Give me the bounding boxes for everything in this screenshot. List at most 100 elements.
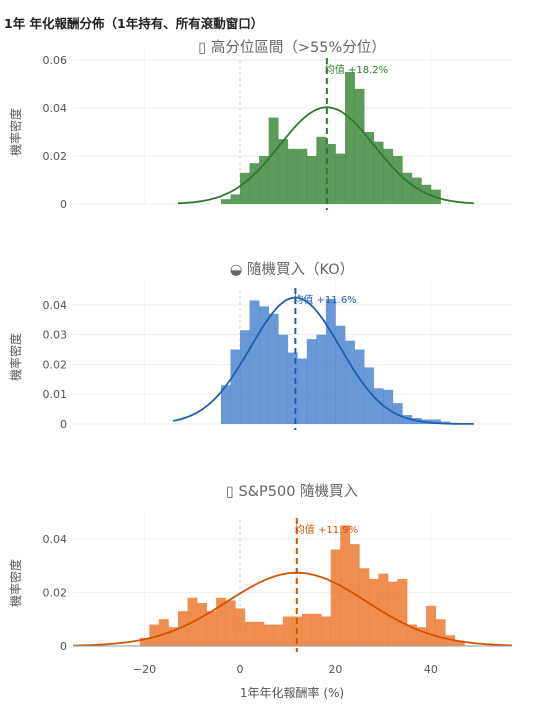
histogram-bar	[402, 172, 413, 204]
histogram-bar	[407, 624, 417, 646]
x-tick-label: −20	[133, 663, 156, 676]
histogram-bar	[397, 578, 408, 646]
histogram-bar	[364, 132, 375, 204]
histogram-bar	[206, 611, 217, 646]
histogram-bar	[168, 627, 179, 646]
normal-fit-curve	[72, 571, 513, 647]
histogram-bar	[373, 388, 384, 424]
histogram-bar	[387, 581, 398, 646]
x-tick-label: 0	[237, 663, 244, 676]
histogram-bar	[220, 199, 231, 204]
histogram-bar	[364, 367, 375, 424]
histogram-bar	[354, 88, 365, 204]
histogram-bar	[235, 608, 246, 646]
histogram-bar	[402, 415, 413, 424]
panel-title: ◒ 隨機買入（KO）	[230, 261, 354, 278]
histogram-bar	[139, 637, 150, 646]
y-axis-label: 機率密度	[8, 559, 23, 607]
histogram-bar	[216, 597, 227, 646]
histogram-bar	[278, 139, 289, 204]
histogram-bar	[392, 156, 403, 204]
histogram-bar	[220, 385, 231, 424]
histogram-bar	[383, 148, 394, 204]
histogram-bar	[383, 389, 394, 424]
normal-fit-curve	[177, 106, 474, 205]
histogram-bar	[278, 334, 289, 424]
y-tick-label: 0.03	[43, 329, 68, 342]
histogram-bar	[430, 419, 441, 424]
histogram-bar	[378, 573, 389, 646]
y-axis-label: 機率密度	[8, 333, 23, 381]
y-tick-label: 0.06	[43, 54, 68, 67]
panel-title: ▯ 高分位區間（>55%分位）	[198, 39, 385, 56]
y-tick-label: 0	[60, 198, 67, 211]
histogram-bar	[335, 153, 346, 204]
histogram-bar	[316, 334, 327, 424]
histogram-bar	[416, 627, 427, 646]
histogram-bar	[359, 568, 370, 646]
y-tick-label: 0	[60, 418, 67, 431]
y-tick-label: 0	[60, 640, 67, 653]
x-tick-label: 40	[424, 663, 438, 676]
histogram-bar	[325, 144, 336, 204]
histogram-bar	[149, 624, 160, 646]
y-tick-label: 0.04	[43, 299, 68, 312]
mean-label: 均值 +11.9%	[295, 523, 358, 536]
histogram-bar	[259, 306, 270, 424]
histogram-bar	[268, 117, 279, 204]
histogram-bar	[311, 613, 322, 646]
histogram-bar	[259, 156, 270, 204]
histogram-bar	[330, 549, 341, 646]
histogram-bar	[325, 298, 336, 424]
histogram-bar	[392, 403, 403, 424]
histogram-bar	[273, 624, 284, 646]
histogram-bar	[287, 148, 298, 204]
x-axis-label: 1年年化報酬率 (%)	[240, 685, 344, 700]
histogram-bar	[240, 172, 250, 204]
histogram-bar	[411, 177, 422, 204]
histogram-bar	[297, 358, 308, 424]
y-tick-label: 0.04	[43, 533, 68, 546]
histogram-bar	[249, 163, 260, 204]
histogram-bar	[373, 141, 384, 204]
histogram-bar	[268, 313, 279, 424]
mean-label: 均值 +11.6%	[293, 293, 356, 306]
histogram-bar	[454, 640, 465, 646]
histogram-bar	[197, 603, 208, 646]
histogram-bar	[316, 136, 327, 204]
histogram-bar	[354, 349, 365, 424]
histogram-bar	[249, 300, 260, 424]
histogram-bar	[254, 621, 265, 646]
histogram-bar	[244, 621, 255, 646]
y-tick-label: 0.02	[43, 586, 68, 599]
histogram-bar	[225, 600, 236, 646]
mean-label: 均值 +18.2%	[325, 63, 388, 76]
histogram-bar	[240, 330, 250, 424]
histogram-bar	[306, 156, 317, 204]
histogram-bar	[282, 616, 293, 646]
histogram-bar	[302, 613, 312, 646]
histogram-bar	[230, 194, 241, 204]
y-tick-label: 0.02	[43, 358, 68, 371]
x-tick-label: 20	[328, 663, 342, 676]
histogram-bar	[230, 349, 241, 424]
histogram-bar	[344, 72, 355, 204]
histogram-bar	[340, 525, 351, 646]
panel-title: ▯ S&P500 隨機買入	[226, 483, 358, 500]
histogram-bar	[426, 605, 437, 646]
histogram-bar	[435, 619, 446, 646]
histogram-bar	[321, 616, 332, 646]
histogram-bar	[306, 339, 317, 424]
histogram-bar	[287, 352, 298, 424]
histogram-bar	[368, 578, 379, 646]
histogram-bar	[344, 340, 355, 424]
figure-title: 1年 年化報酬分佈（1年持有、所有滾動窗口）	[4, 16, 264, 31]
histogram-bar	[445, 635, 456, 646]
histogram-bar	[263, 624, 274, 646]
y-tick-label: 0.01	[43, 388, 68, 401]
histogram-bar	[158, 619, 169, 646]
histogram-bar	[177, 611, 188, 646]
histogram-bar	[335, 325, 346, 424]
y-tick-label: 0.02	[43, 150, 68, 163]
